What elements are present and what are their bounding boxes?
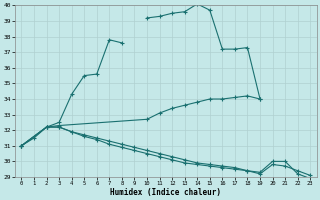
X-axis label: Humidex (Indice chaleur): Humidex (Indice chaleur) <box>110 188 221 197</box>
